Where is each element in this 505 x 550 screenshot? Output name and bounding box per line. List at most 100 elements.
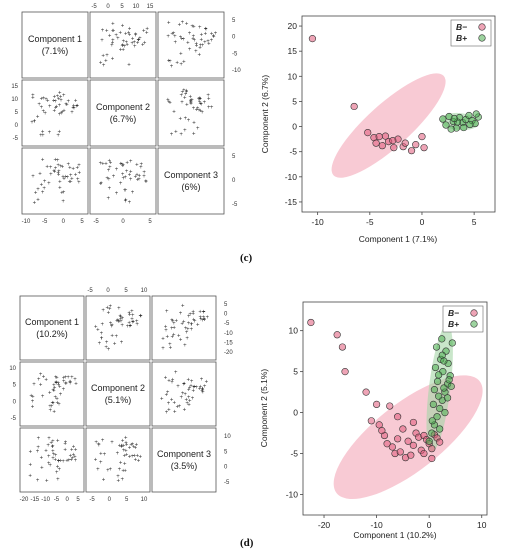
matrix-point-bneg: + xyxy=(118,31,122,37)
matrix-point-bneg: + xyxy=(192,132,196,138)
matrix-point-bneg: + xyxy=(107,177,111,183)
matrix-point-bneg: + xyxy=(100,331,104,337)
matrix-point-bneg: + xyxy=(40,105,44,111)
matrix-point-bneg: + xyxy=(56,94,60,100)
matrix-point-bneg: + xyxy=(179,117,183,123)
point-b-plus xyxy=(447,125,455,133)
score-plot-0: -10 -5 0 5 20 15 10 5 0 -5 -10 -15 Component 1 (7.1%… xyxy=(260,15,496,244)
matrix-point-bneg: + xyxy=(42,96,46,102)
matrix-point-bneg: + xyxy=(28,473,32,479)
matrix-point-bpos: + xyxy=(123,453,127,459)
matrix-point-bpos: + xyxy=(193,319,197,325)
matrix-point-bpos: + xyxy=(121,164,125,170)
matrix-point-bneg: + xyxy=(99,451,103,457)
matrix-point-bneg: + xyxy=(183,128,187,134)
matrix-point-bpos: + xyxy=(58,385,62,391)
matrix-point-bpos: + xyxy=(78,171,82,177)
matrix-point-bneg: + xyxy=(190,24,194,30)
matrix-point-bpos: + xyxy=(121,172,125,178)
matrix-point-bpos: + xyxy=(60,110,64,116)
diag-component-label: Component 3 xyxy=(164,170,218,180)
matrix-point-bneg: + xyxy=(100,336,104,342)
matrix-point-bneg: + xyxy=(115,167,119,173)
matrix-point-bpos: + xyxy=(66,175,70,181)
y-tick-label: 5 xyxy=(292,96,297,106)
matrix-bottom-tick: 0 xyxy=(108,497,112,503)
matrix-point-bneg: + xyxy=(29,450,33,456)
point-b-plus xyxy=(440,384,448,392)
point-b-minus xyxy=(409,441,418,449)
matrix-point-bpos: + xyxy=(76,104,80,110)
matrix-point-bneg: + xyxy=(108,165,112,171)
matrix-point-bpos: + xyxy=(125,452,129,458)
x-tick-label: -10 xyxy=(312,217,325,227)
matrix-point-bpos: + xyxy=(126,324,130,330)
matrix-point-bneg: + xyxy=(176,404,180,410)
matrix-cell-1-2 xyxy=(157,79,225,147)
matrix-point-bneg: + xyxy=(124,199,128,205)
matrix-point-bpos: + xyxy=(68,179,72,185)
matrix-point-bneg: + xyxy=(37,436,41,442)
matrix-point-bneg: + xyxy=(186,327,190,333)
matrix-point-bpos: + xyxy=(128,313,132,319)
matrix-cell-2-0 xyxy=(19,427,85,493)
matrix-point-bpos: + xyxy=(122,176,126,182)
matrix-point-bpos: + xyxy=(77,163,81,169)
matrix-point-bneg: + xyxy=(164,376,168,382)
matrix-point-bneg: + xyxy=(33,200,37,206)
matrix-point-bpos: + xyxy=(59,95,63,101)
matrix-point-bneg: + xyxy=(109,160,113,166)
matrix-point-bneg: + xyxy=(116,318,120,324)
matrix-point-bpos: + xyxy=(191,37,195,43)
y-tick-label: 20 xyxy=(288,21,298,31)
matrix-point-bpos: + xyxy=(207,97,211,103)
matrix-point-bneg: + xyxy=(97,442,101,448)
matrix-point-bneg: + xyxy=(57,173,61,179)
matrix-point-bpos: + xyxy=(135,443,139,449)
matrix-point-bneg: + xyxy=(185,88,189,94)
matrix-point-bneg: + xyxy=(122,444,126,450)
matrix-point-bneg: + xyxy=(96,328,100,334)
matrix-point-bneg: + xyxy=(40,183,44,189)
matrix-point-bneg: + xyxy=(55,400,59,406)
matrix-left-tick: 5 xyxy=(15,110,19,116)
matrix-point-bpos: + xyxy=(191,311,195,317)
matrix-point-bneg: + xyxy=(185,103,189,109)
matrix-point-bpos: + xyxy=(142,29,146,35)
matrix-point-bneg: + xyxy=(165,334,169,340)
matrix-point-bneg: + xyxy=(56,477,60,483)
matrix-point-bpos: + xyxy=(206,39,210,45)
matrix-left-tick: 5 xyxy=(13,383,17,389)
matrix-point-bneg: + xyxy=(164,328,168,334)
matrix-point-bpos: + xyxy=(212,34,216,40)
matrix-point-bpos: + xyxy=(187,387,191,393)
matrix-point-bneg: + xyxy=(175,61,179,67)
matrix-point-bneg: + xyxy=(49,408,53,414)
matrix-point-bneg: + xyxy=(123,461,127,467)
matrix-point-bneg: + xyxy=(30,120,34,126)
matrix-point-bpos: + xyxy=(202,309,206,315)
matrix-point-bpos: + xyxy=(118,444,122,450)
matrix-point-bpos: + xyxy=(60,111,64,117)
matrix-point-bpos: + xyxy=(74,98,78,104)
legend-marker xyxy=(470,320,478,328)
matrix-point-bneg: + xyxy=(111,38,115,44)
matrix-point-bneg: + xyxy=(48,130,52,136)
matrix-point-bpos: + xyxy=(138,36,142,42)
matrix-point-bpos: + xyxy=(138,454,142,460)
matrix-point-bneg: + xyxy=(52,108,56,114)
matrix-point-bneg: + xyxy=(128,33,132,39)
matrix-point-bpos: + xyxy=(128,173,132,179)
matrix-point-bpos: + xyxy=(74,448,78,454)
matrix-point-bneg: + xyxy=(187,395,191,401)
matrix-point-bpos: + xyxy=(182,382,186,388)
matrix-point-bpos: + xyxy=(200,32,204,38)
matrix-point-bpos: + xyxy=(132,319,136,325)
matrix-point-bpos: + xyxy=(187,314,191,320)
matrix-point-bpos: + xyxy=(69,173,73,179)
matrix-point-bpos: + xyxy=(120,323,124,329)
matrix-point-bneg: + xyxy=(42,374,46,380)
matrix-point-bpos: + xyxy=(135,162,139,168)
matrix-point-bneg: + xyxy=(115,191,119,197)
matrix-point-bpos: + xyxy=(201,388,205,394)
